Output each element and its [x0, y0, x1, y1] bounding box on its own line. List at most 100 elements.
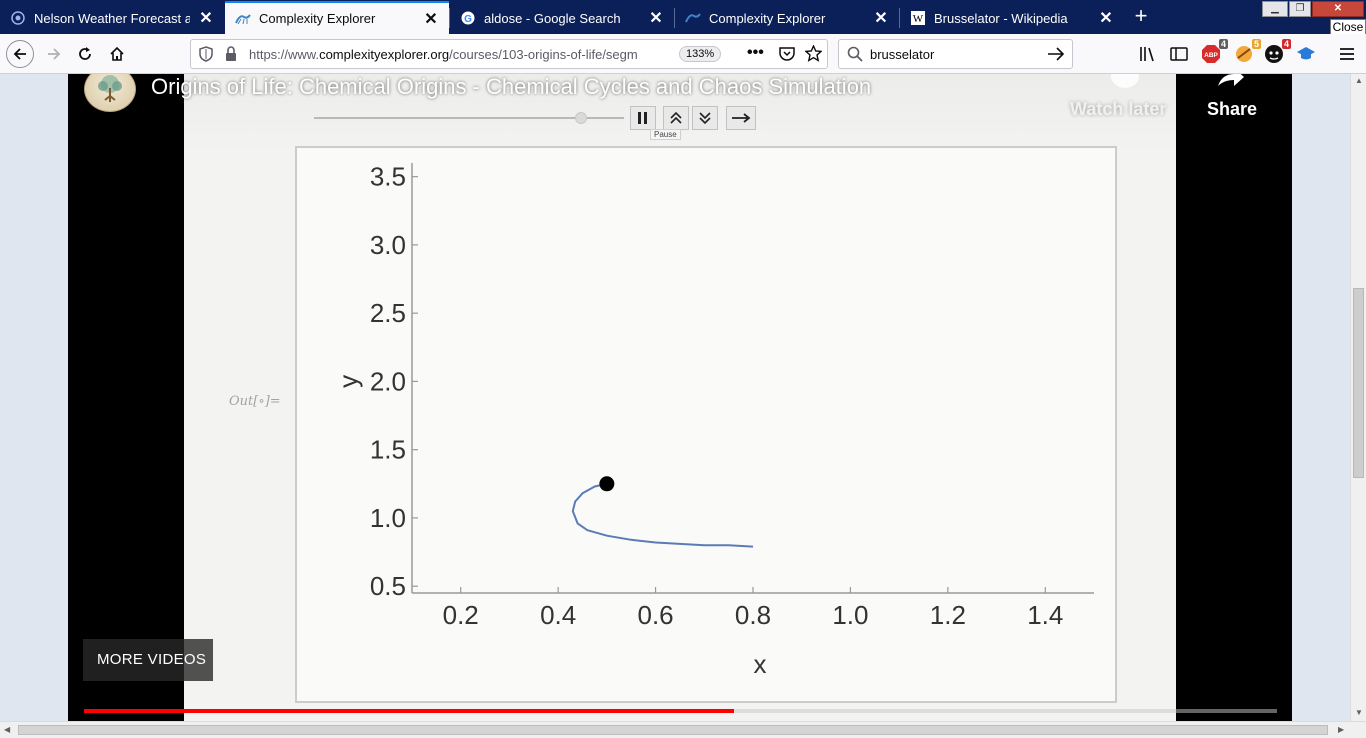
google-icon: G [460, 10, 476, 26]
close-icon[interactable]: ✕ [424, 10, 438, 28]
share-button[interactable]: Share [1207, 99, 1258, 119]
x-tick-label: 0.6 [637, 600, 673, 630]
video-progress-played [84, 709, 735, 713]
tab-strip: Nelson Weather Forecast and C ✕ Complexi… [0, 0, 1366, 35]
x-tick-label: 1.4 [1027, 600, 1063, 630]
tab-title: Nelson Weather Forecast and C [34, 10, 190, 26]
search-go-arrow-icon[interactable] [1047, 46, 1065, 65]
video-progress-bar[interactable] [84, 709, 1277, 713]
clock-icon[interactable] [1111, 74, 1139, 88]
horizontal-scroll-thumb[interactable] [18, 725, 1328, 735]
y-tick-label: 0.5 [370, 571, 406, 601]
x-tick-label: 0.8 [735, 600, 771, 630]
reload-icon [79, 47, 91, 60]
close-icon[interactable]: ✕ [1099, 10, 1113, 27]
complexity-icon [235, 11, 251, 27]
tab-separator [449, 8, 450, 28]
ghostery-count-badge: 4 [1281, 39, 1291, 49]
lock-icon[interactable] [225, 46, 237, 65]
window-close-button[interactable]: ✕ [1312, 1, 1364, 17]
video-player[interactable]: Pause Out[∘]= 0.2 0.4 0.6 0.8 1.0 1.2 1.4 0.5 1.… [68, 74, 1292, 721]
tab-complexity-explorer-2[interactable]: Complexity Explorer ✕ [675, 2, 899, 34]
url-bar[interactable]: https://www.complexityexplorer.org/cours… [190, 39, 828, 69]
animation-slider-track [314, 117, 624, 119]
home-button[interactable] [103, 40, 131, 68]
video-title[interactable]: Origins of Life: Chemical Origins - Chem… [151, 74, 872, 99]
extension-icon[interactable]: 5 [1233, 39, 1261, 65]
scroll-left-arrow-icon[interactable]: ◀ [4, 725, 11, 734]
close-icon[interactable]: ✕ [874, 10, 888, 27]
video-header: Origins of Life: Chemical Origins - Chem… [68, 74, 1292, 119]
pause-button [630, 106, 656, 130]
more-videos-button[interactable]: MORE VIDEOS [83, 639, 213, 681]
page-actions-icon[interactable]: ••• [747, 44, 764, 61]
x-axis-label: x [754, 649, 767, 679]
extension-count-badge: 5 [1251, 39, 1261, 49]
close-tooltip: Close [1330, 19, 1366, 35]
reload-button[interactable] [71, 40, 99, 68]
pause-tooltip: Pause [650, 129, 681, 140]
vertical-scroll-thumb[interactable] [1353, 288, 1364, 478]
tracking-shield-icon[interactable] [199, 46, 213, 65]
tab-separator [674, 8, 675, 28]
current-state-marker [599, 476, 615, 492]
tab-title: Complexity Explorer [259, 11, 376, 26]
axes: 0.2 0.4 0.6 0.8 1.0 1.2 1.4 0.5 1.0 1.5 2.0 2.5 3.0 3… [370, 162, 1094, 630]
minimize-button[interactable]: ▁ [1262, 1, 1288, 17]
graduation-cap-icon[interactable] [1295, 43, 1317, 65]
y-tick-label: 1.0 [370, 503, 406, 533]
search-bar[interactable]: brusselator [838, 39, 1073, 69]
watch-later-button[interactable]: Watch later [1070, 99, 1167, 119]
bookmark-star-icon[interactable] [804, 44, 823, 65]
close-icon[interactable]: ✕ [199, 10, 213, 27]
library-icon[interactable] [1137, 43, 1159, 65]
wikipedia-icon: W [910, 10, 926, 26]
data-layer [571, 476, 754, 548]
scroll-down-arrow-icon[interactable]: ▼ [1355, 708, 1363, 717]
adblock-count-badge: 4 [1218, 39, 1228, 49]
y-tick-label: 3.5 [370, 162, 406, 192]
tab-google-search[interactable]: G aldose - Google Search ✕ [450, 2, 674, 34]
channel-avatar[interactable] [84, 74, 136, 112]
phase-plot: 0.2 0.4 0.6 0.8 1.0 1.2 1.4 0.5 1.0 1.5 2.0 2.5 3.0 3… [333, 162, 1094, 679]
url-text[interactable]: https://www.complexityexplorer.org/cours… [249, 46, 638, 62]
close-icon[interactable]: ✕ [649, 10, 663, 27]
search-input-value[interactable]: brusselator [870, 47, 935, 62]
animation-slider-thumb [574, 112, 587, 124]
back-button[interactable] [6, 40, 34, 68]
tab-wikipedia[interactable]: W Brusselator - Wikipedia ✕ [900, 2, 1124, 34]
restore-button[interactable]: ❐ [1289, 1, 1311, 17]
tab-separator [899, 8, 900, 28]
new-tab-button[interactable]: + [1134, 3, 1148, 28]
adblock-plus-icon[interactable]: ABP 4 [1200, 39, 1228, 65]
tab-title: aldose - Google Search [484, 10, 621, 26]
svg-text:ABP: ABP [1204, 52, 1218, 59]
y-tick-label: 1.5 [370, 435, 406, 465]
menu-icon[interactable] [1336, 43, 1358, 65]
svg-text:W: W [913, 13, 924, 25]
y-axis-label: y [333, 375, 363, 388]
forward-button[interactable] [40, 40, 68, 68]
back-arrow-icon [13, 48, 26, 60]
x-tick-label: 0.4 [540, 600, 576, 630]
share-arrow-icon[interactable] [1216, 74, 1246, 94]
vertical-scrollbar[interactable]: ▲ ▼ [1350, 74, 1366, 721]
sidebar-icon[interactable] [1168, 43, 1190, 65]
horizontal-scrollbar[interactable]: ◀ ▶ [0, 721, 1366, 738]
search-icon [847, 46, 863, 65]
tab-weather[interactable]: Nelson Weather Forecast and C ✕ [0, 2, 224, 34]
zoom-level-badge[interactable]: 133% [679, 46, 722, 62]
pause-icon [638, 112, 647, 124]
video-frame[interactable]: Pause Out[∘]= 0.2 0.4 0.6 0.8 1.0 1.2 1.4 0.5 1.… [184, 74, 1176, 721]
scroll-up-arrow-icon[interactable]: ▲ [1355, 76, 1363, 85]
tab-complexity-explorer[interactable]: Complexity Explorer ✕ [225, 1, 449, 34]
y-tick-label: 2.0 [370, 366, 406, 396]
weather-icon [10, 10, 26, 26]
ghostery-icon[interactable]: 4 [1263, 39, 1291, 65]
navigation-toolbar: https://www.complexityexplorer.org/cours… [0, 34, 1366, 74]
svg-text:G: G [464, 14, 472, 25]
pocket-icon[interactable] [779, 46, 795, 64]
right-arrow-icon [732, 113, 751, 123]
scroll-right-arrow-icon[interactable]: ▶ [1338, 725, 1345, 734]
output-cell-label: Out[∘]= [229, 394, 281, 409]
